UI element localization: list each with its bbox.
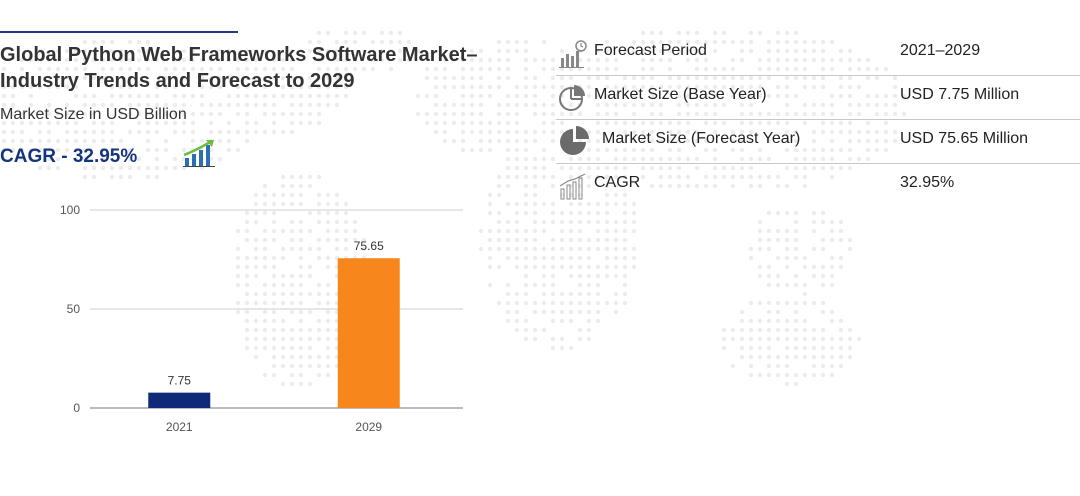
x-tick-label-2021: 2021 [166,420,193,434]
pie-chart-filled-icon [560,126,589,155]
bar-2021 [148,392,211,408]
data-label-2029: 75.65 [354,239,384,253]
data-label-2021: 7.75 [168,374,192,388]
info-row-cagr: CAGR 32.95% [556,164,1080,207]
info-label-base-year: Market Size (Base Year) [594,86,767,103]
y-tick-label: 0 [73,401,80,415]
info-value-forecast-year: USD 75.65 Million [900,130,1029,147]
bar-2029 [337,258,400,408]
growth-chart-icon [183,139,215,167]
y-tick-label: 100 [60,203,80,217]
info-value-base-year: USD 7.75 Million [900,86,1020,103]
cagr-headline: CAGR - 32.95% [0,146,138,167]
info-value-forecast-period: 2021–2029 [900,42,981,59]
y-tick-label: 50 [67,302,81,316]
info-label-cagr: CAGR [594,174,641,191]
info-row-forecast-year: Market Size (Forecast Year) USD 75.65 Mi… [556,120,1080,164]
chart-subtitle: Market Size in USD Billion [0,106,187,123]
info-value-cagr: 32.95% [900,174,955,191]
info-label-forecast-year: Market Size (Forecast Year) [602,130,801,147]
x-tick-label-2029: 2029 [355,420,382,434]
info-label-forecast-period: Forecast Period [594,42,707,59]
bar-chart-icon [559,173,586,200]
info-row-forecast-period: Forecast Period 2021–2029 [556,32,1080,76]
info-row-base-year: Market Size (Base Year) USD 7.75 Million [556,76,1080,120]
title-rule [0,31,238,33]
chart-clock-icon [559,40,587,68]
market-info-table: Forecast Period 2021–2029 Market Size (B… [556,32,1080,207]
pie-chart-outline-icon [559,85,585,111]
page-title: Global Python Web Frameworks Software Ma… [0,44,478,92]
bar-chart: 0 50 100 7.75 2021 75.65 2029 [60,203,463,434]
